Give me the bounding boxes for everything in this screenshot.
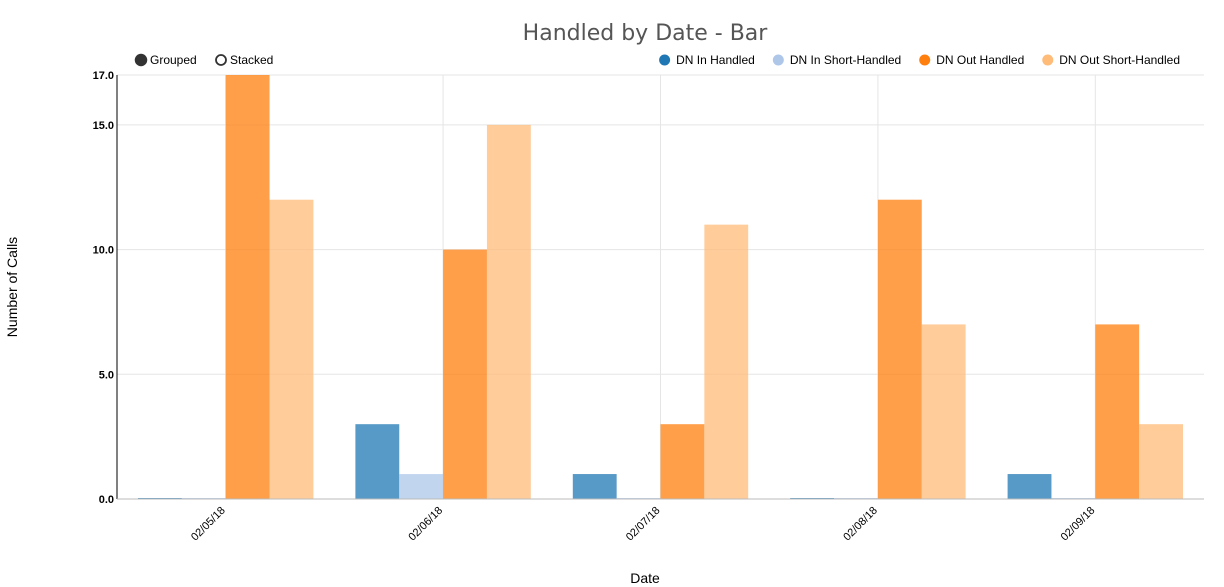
x-tick-label: 02/05/18: [189, 505, 228, 544]
x-tick-label: 02/07/18: [624, 505, 663, 544]
grouped-radio[interactable]: [134, 53, 148, 67]
legend-item: DN Out Handled: [936, 53, 1024, 67]
legend: DN In Handled DN In Short-Handled DN Out H…: [659, 53, 1180, 67]
bar: [269, 199, 314, 500]
x-tick-label: 02/08/18: [841, 505, 880, 544]
grouped-label: Grouped: [150, 53, 197, 67]
legend-swatch: [1042, 54, 1054, 66]
x-tick-label: 02/09/18: [1059, 505, 1098, 544]
y-tick-label: 15.0: [93, 120, 114, 132]
legend-swatch: [919, 54, 931, 66]
bar: [877, 199, 922, 500]
stacked-toggle[interactable]: Stacked: [215, 53, 273, 67]
y-tick-label: 17.0: [93, 70, 114, 82]
stacked-radio[interactable]: [215, 54, 227, 66]
x-axis-label: Date: [630, 570, 660, 586]
bar: [1139, 424, 1183, 499]
bar: [921, 324, 966, 499]
bars-group: [138, 75, 1183, 500]
x-tick-label: 02/06/18: [406, 505, 445, 544]
bar: [1007, 474, 1052, 499]
y-tick-label: 0.0: [99, 494, 114, 506]
legend-swatch: [659, 54, 671, 66]
legend-item: DN In Short-Handled: [790, 53, 901, 67]
legend-item: DN In Handled: [676, 53, 755, 67]
bar: [486, 124, 531, 499]
bar: [355, 424, 400, 499]
bar: [704, 224, 749, 499]
bar: [399, 474, 444, 499]
legend-swatch: [772, 54, 784, 66]
stacked-label: Stacked: [230, 53, 273, 67]
bar: [572, 474, 617, 499]
y-axis-label: Number of Calls: [4, 237, 20, 337]
chart-title: Handled by Date - Bar: [523, 21, 769, 46]
y-tick-label: 5.0: [99, 369, 114, 381]
y-tick-label: 10.0: [93, 245, 114, 257]
legend-item: DN Out Short-Handled: [1059, 53, 1180, 67]
bar: [660, 424, 705, 499]
bar: [1095, 324, 1140, 499]
bar: [225, 75, 270, 499]
bar: [443, 249, 487, 499]
grouped-toggle[interactable]: Grouped: [134, 53, 197, 67]
controls-group: Grouped Stacked: [134, 53, 273, 67]
